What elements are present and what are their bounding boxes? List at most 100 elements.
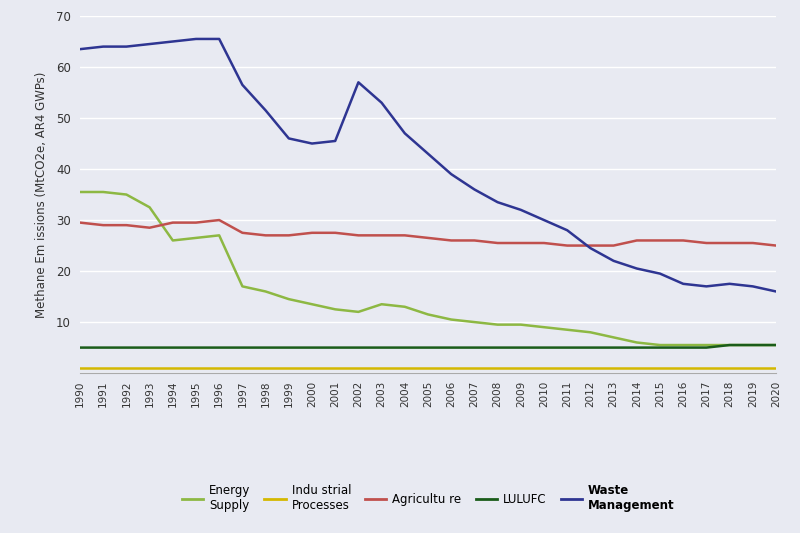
Waste
Management [702, 283, 711, 289]
Agricultu re [586, 243, 595, 249]
Waste
Management [354, 79, 363, 85]
Indu strial
Processes [354, 365, 363, 371]
LULUFC [75, 344, 85, 351]
Waste
Management [562, 227, 572, 233]
LULUFC [377, 344, 386, 351]
Agricultu re [725, 240, 734, 246]
LULUFC [771, 342, 781, 348]
LULUFC [238, 344, 247, 351]
Energy
Supply [400, 304, 410, 310]
Indu strial
Processes [261, 365, 270, 371]
Indu strial
Processes [98, 365, 108, 371]
Indu strial
Processes [238, 365, 247, 371]
Waste
Management [122, 43, 131, 50]
Energy
Supply [609, 334, 618, 341]
LULUFC [702, 344, 711, 351]
Agricultu re [238, 230, 247, 236]
LULUFC [493, 344, 502, 351]
Agricultu re [446, 237, 456, 244]
Energy
Supply [354, 309, 363, 315]
Agricultu re [423, 235, 433, 241]
Agricultu re [470, 237, 479, 244]
Waste
Management [191, 36, 201, 42]
Indu strial
Processes [609, 365, 618, 371]
LULUFC [191, 344, 201, 351]
Waste
Management [446, 171, 456, 177]
Indu strial
Processes [168, 365, 178, 371]
LULUFC [562, 344, 572, 351]
Indu strial
Processes [539, 365, 549, 371]
LULUFC [586, 344, 595, 351]
Indu strial
Processes [423, 365, 433, 371]
Agricultu re [609, 243, 618, 249]
Waste
Management [145, 41, 154, 47]
LULUFC [632, 344, 642, 351]
Waste
Management [400, 130, 410, 136]
LULUFC [284, 344, 294, 351]
Energy
Supply [655, 342, 665, 348]
Waste
Management [609, 257, 618, 264]
Waste
Management [586, 245, 595, 251]
LULUFC [330, 344, 340, 351]
Energy
Supply [168, 237, 178, 244]
Indu strial
Processes [655, 365, 665, 371]
Energy
Supply [748, 342, 758, 348]
Indu strial
Processes [702, 365, 711, 371]
Energy
Supply [446, 316, 456, 322]
Agricultu re [261, 232, 270, 239]
LULUFC [725, 342, 734, 348]
Waste
Management [516, 207, 526, 213]
Agricultu re [168, 220, 178, 226]
Agricultu re [307, 230, 317, 236]
Indu strial
Processes [400, 365, 410, 371]
Waste
Management [238, 82, 247, 88]
Waste
Management [75, 46, 85, 52]
Energy
Supply [330, 306, 340, 312]
Waste
Management [307, 140, 317, 147]
Energy
Supply [539, 324, 549, 330]
LULUFC [354, 344, 363, 351]
Indu strial
Processes [214, 365, 224, 371]
Energy
Supply [678, 342, 688, 348]
Agricultu re [562, 243, 572, 249]
Agricultu re [493, 240, 502, 246]
Indu strial
Processes [75, 365, 85, 371]
Waste
Management [748, 283, 758, 289]
Agricultu re [214, 217, 224, 223]
Energy
Supply [377, 301, 386, 308]
Agricultu re [75, 220, 85, 226]
Agricultu re [632, 237, 642, 244]
Agricultu re [400, 232, 410, 239]
Energy
Supply [145, 204, 154, 211]
Energy
Supply [191, 235, 201, 241]
Agricultu re [284, 232, 294, 239]
LULUFC [98, 344, 108, 351]
LULUFC [446, 344, 456, 351]
Agricultu re [354, 232, 363, 239]
LULUFC [423, 344, 433, 351]
LULUFC [516, 344, 526, 351]
Indu strial
Processes [122, 365, 131, 371]
Agricultu re [330, 230, 340, 236]
Waste
Management [284, 135, 294, 142]
Indu strial
Processes [562, 365, 572, 371]
Waste
Management [423, 150, 433, 157]
Energy
Supply [725, 342, 734, 348]
LULUFC [678, 344, 688, 351]
Energy
Supply [423, 311, 433, 318]
Energy
Supply [586, 329, 595, 335]
Indu strial
Processes [191, 365, 201, 371]
Energy
Supply [771, 342, 781, 348]
LULUFC [145, 344, 154, 351]
Agricultu re [98, 222, 108, 228]
Waste
Management [98, 43, 108, 50]
Waste
Management [771, 288, 781, 295]
LULUFC [539, 344, 549, 351]
Energy
Supply [261, 288, 270, 295]
Indu strial
Processes [516, 365, 526, 371]
Indu strial
Processes [632, 365, 642, 371]
Indu strial
Processes [470, 365, 479, 371]
Agricultu re [145, 224, 154, 231]
Waste
Management [493, 199, 502, 205]
Agricultu re [702, 240, 711, 246]
